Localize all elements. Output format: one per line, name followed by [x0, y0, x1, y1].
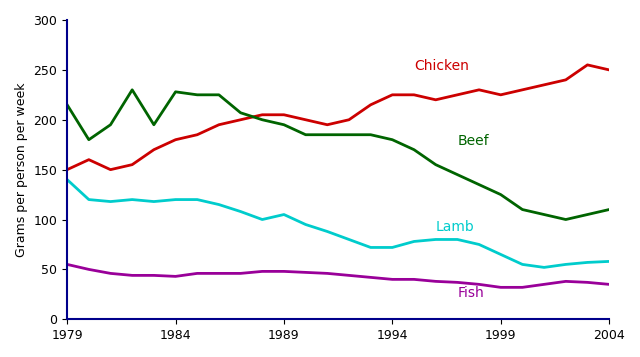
Text: Lamb: Lamb	[436, 221, 474, 235]
Text: Fish: Fish	[458, 286, 484, 300]
Text: Beef: Beef	[458, 134, 489, 148]
Text: Chicken: Chicken	[414, 59, 469, 73]
Y-axis label: Grams per person per week: Grams per person per week	[15, 82, 28, 257]
